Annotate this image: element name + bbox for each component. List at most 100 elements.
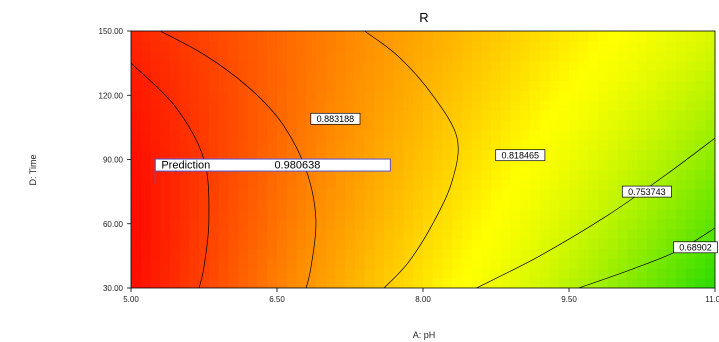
heatmap-cell — [471, 208, 482, 220]
heatmap-cell — [364, 31, 375, 42]
heatmap-cell — [335, 100, 346, 111]
heatmap-cell — [257, 278, 268, 288]
heatmap-cell — [257, 189, 268, 200]
heatmap-cell — [656, 31, 667, 42]
heatmap-cell — [208, 179, 220, 190]
heatmap-cell — [705, 90, 715, 101]
heatmap-cell — [306, 50, 317, 62]
heatmap-cell — [228, 90, 239, 101]
heatmap-cell — [325, 208, 336, 220]
heatmap-cell — [374, 50, 385, 62]
heatmap-cell — [627, 80, 638, 91]
heatmap-cell — [627, 199, 638, 210]
heatmap-cell — [646, 149, 658, 161]
heatmap-cell — [131, 149, 142, 161]
heatmap-cell — [442, 100, 453, 111]
heatmap-cell — [286, 70, 298, 82]
heatmap-cell — [666, 149, 677, 161]
heatmap-cell — [218, 100, 229, 111]
heatmap-cell — [267, 218, 278, 230]
heatmap-cell — [423, 129, 434, 141]
heatmap-cell — [520, 31, 531, 42]
heatmap-cell — [306, 208, 317, 220]
heatmap-cell — [286, 218, 298, 230]
heatmap-cell — [150, 238, 161, 250]
heatmap-cell — [676, 159, 687, 170]
heatmap-cell — [520, 199, 531, 210]
heatmap-cell — [530, 139, 541, 151]
heatmap-cell — [247, 60, 259, 72]
heatmap-cell — [471, 90, 482, 101]
heatmap-cell — [656, 169, 667, 180]
heatmap-cell — [569, 149, 580, 161]
heatmap-cell — [413, 70, 424, 82]
heatmap-cell — [286, 100, 298, 111]
heatmap-cell — [510, 258, 521, 269]
heatmap-cell — [315, 129, 327, 141]
heatmap-cell — [676, 268, 687, 279]
heatmap-cell — [432, 169, 444, 180]
heatmap-cell — [257, 40, 268, 52]
heatmap-cell — [286, 199, 298, 210]
heatmap-cell — [257, 139, 268, 151]
heatmap-cell — [150, 199, 161, 210]
heatmap-cell — [539, 129, 551, 141]
heatmap-cell — [685, 70, 697, 82]
prediction-box — [154, 158, 391, 172]
heatmap-cell — [685, 179, 697, 190]
heatmap-cell — [286, 248, 298, 259]
heatmap-cell — [500, 80, 512, 91]
heatmap-cell — [491, 189, 502, 200]
heatmap-cell — [267, 50, 278, 62]
heatmap-cell — [354, 139, 366, 151]
heatmap-cell — [189, 258, 200, 269]
heatmap-cell — [500, 129, 512, 141]
heatmap-cell — [656, 110, 667, 121]
heatmap-cell — [257, 208, 268, 220]
heatmap-cell — [569, 258, 580, 269]
heatmap-cell — [452, 248, 463, 259]
heatmap-cell — [656, 119, 667, 131]
heatmap-cell — [539, 169, 551, 180]
heatmap-cell — [617, 278, 628, 288]
heatmap-cell — [627, 159, 638, 170]
heatmap-cell — [646, 70, 658, 82]
heatmap-cell — [530, 199, 541, 210]
heatmap-cell — [306, 228, 317, 240]
heatmap-cell — [199, 208, 210, 220]
heatmap-cell — [666, 60, 677, 72]
heatmap-cell — [520, 238, 531, 250]
heatmap-cell — [646, 268, 658, 279]
heatmap-cell — [364, 179, 375, 190]
prediction-label: Prediction — [161, 160, 210, 172]
heatmap-cell — [569, 119, 580, 131]
heatmap-cell — [345, 208, 356, 220]
heatmap-cell — [461, 129, 473, 141]
contour-label: 0.68902 — [679, 243, 712, 253]
heatmap-cell — [413, 60, 424, 72]
heatmap-cell — [588, 80, 599, 91]
heatmap-cell — [491, 169, 502, 180]
heatmap-cell — [481, 60, 492, 72]
heatmap-cell — [179, 80, 190, 91]
heatmap-cell — [530, 70, 541, 82]
heatmap-cell — [413, 208, 424, 220]
heatmap-cell — [238, 248, 249, 259]
heatmap-cell — [306, 169, 317, 180]
heatmap-cell — [257, 80, 268, 91]
heatmap-cell — [296, 238, 307, 250]
heatmap-cell — [354, 238, 366, 250]
heatmap-cell — [471, 268, 482, 279]
heatmap-cell — [335, 238, 346, 250]
heatmap-cell — [617, 31, 628, 42]
heatmap-cell — [442, 199, 453, 210]
heatmap-cell — [481, 80, 492, 91]
heatmap-cell — [539, 278, 551, 288]
heatmap-cell — [423, 60, 434, 72]
heatmap-cell — [364, 50, 375, 62]
heatmap-cell — [617, 129, 628, 141]
heatmap-cell — [306, 238, 317, 250]
heatmap-cell — [131, 70, 142, 82]
heatmap-cell — [335, 278, 346, 288]
heatmap-cell — [140, 139, 152, 151]
